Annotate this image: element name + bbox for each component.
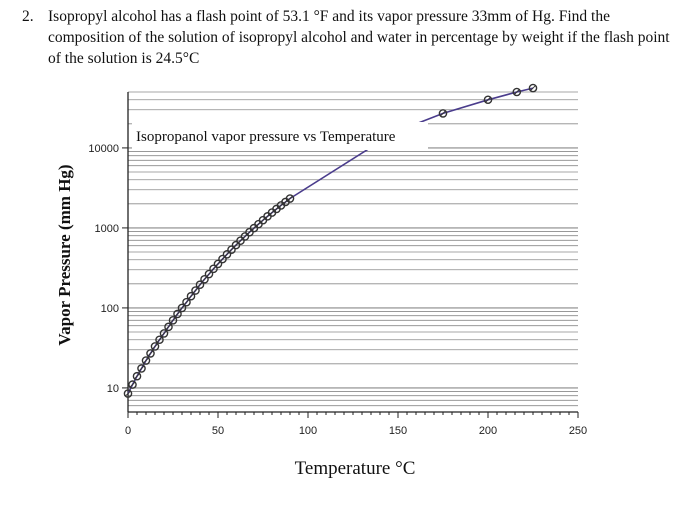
data-point (236, 236, 245, 246)
data-point-slash (201, 276, 208, 283)
data-point (123, 389, 133, 398)
data-point-slash (134, 373, 140, 380)
data-point-slash (170, 317, 176, 324)
data-point-slash (197, 281, 203, 288)
question-number: 2. (22, 8, 34, 25)
y-tick-label: 100 (101, 303, 119, 315)
data-point-slash (485, 96, 491, 103)
data-point-slash (530, 85, 536, 91)
data-point (173, 309, 182, 319)
data-point-slash (206, 271, 212, 277)
data-point-slash (513, 89, 520, 95)
data-point (285, 194, 295, 203)
data-point-slash (210, 265, 217, 272)
data-point (168, 316, 178, 325)
x-tick-label: 150 (389, 425, 407, 437)
data-point-slash (192, 287, 199, 294)
data-point (204, 269, 214, 279)
data-point-slash (188, 293, 194, 300)
data-point (240, 232, 250, 241)
data-point (146, 349, 155, 358)
x-tick-label: 50 (212, 425, 224, 437)
data-point (155, 335, 164, 345)
chart-title: Isopropanol vapor pressure vs Temperatur… (136, 129, 396, 145)
data-point (231, 240, 241, 250)
data-point (137, 364, 146, 373)
data-point-slash (138, 365, 145, 372)
y-tick-label: 10000 (88, 143, 119, 155)
data-point (191, 286, 200, 295)
data-point-slash (174, 311, 181, 317)
data-point-slash (287, 195, 293, 202)
data-point (213, 259, 223, 269)
data-point (164, 322, 173, 332)
data-point (159, 329, 169, 338)
data-point (222, 249, 232, 259)
data-point-slash (125, 390, 131, 397)
x-tick-label: 250 (569, 425, 587, 437)
data-point (177, 303, 187, 313)
x-tick-label: 200 (479, 425, 497, 437)
data-point (182, 297, 191, 307)
data-point (132, 371, 142, 381)
data-point (227, 245, 236, 254)
data-point-slash (156, 336, 163, 343)
data-point-slash (143, 357, 149, 364)
axes-layer: 0 50 100 150 200 250 10 100 1000 10000 (88, 92, 587, 437)
data-point (218, 254, 227, 264)
x-axis-label: Temperature °C (295, 458, 416, 479)
question-text: Isopropyl alcohol has a flash point of 5… (48, 8, 670, 67)
data-point (141, 356, 151, 365)
data-point (438, 109, 448, 118)
data-point-slash (165, 323, 172, 330)
data-point (195, 280, 205, 290)
chart-title-background (132, 122, 428, 150)
y-tick-label: 1000 (95, 223, 119, 235)
x-tick-label: 0 (125, 425, 131, 437)
data-point (200, 274, 209, 284)
question-block: 2. Isopropyl alcohol has a flash point o… (22, 6, 684, 69)
data-point (186, 291, 196, 301)
data-point (483, 95, 493, 105)
data-point (128, 380, 137, 389)
data-point-slash (152, 343, 158, 350)
data-point (150, 342, 160, 351)
data-point (512, 87, 522, 97)
y-tick-label: 10 (107, 383, 119, 395)
data-point-slash (129, 381, 136, 388)
y-axis-label: Vapor Pressure (mm Hg) (55, 164, 74, 345)
data-point (528, 83, 538, 93)
x-tick-label: 100 (299, 425, 317, 437)
data-point-slash (179, 305, 185, 311)
data-point-slash (147, 350, 154, 357)
data-point-slash (440, 110, 446, 117)
data-point-slash (183, 299, 190, 306)
data-point (209, 264, 218, 274)
data-point-slash (161, 330, 167, 337)
marker-layer (123, 83, 538, 398)
